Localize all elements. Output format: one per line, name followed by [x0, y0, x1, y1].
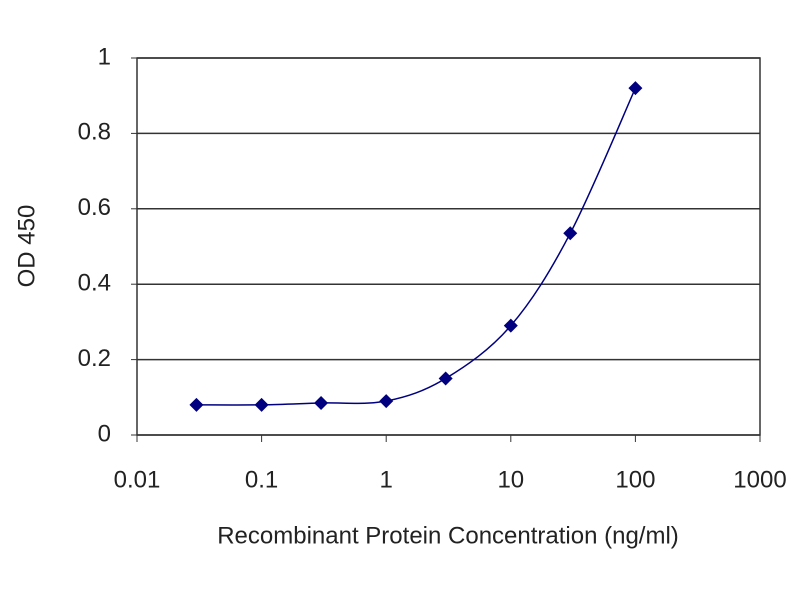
series-line [196, 87, 637, 406]
x-tick-label: 100 [615, 466, 655, 493]
data-point [628, 81, 643, 96]
x-tick-label: 0.1 [245, 466, 278, 493]
data-point [379, 394, 394, 409]
x-tick-label: 1 [380, 466, 393, 493]
data-point [503, 318, 518, 333]
y-axis-label: OD 450 [13, 205, 40, 288]
y-tick-label: 0.4 [78, 270, 111, 297]
x-axis-label: Recombinant Protein Concentration (ng/ml… [217, 522, 679, 549]
y-tick-label: 1 [98, 43, 111, 70]
x-tick-label: 0.01 [114, 466, 161, 493]
data-point [254, 397, 269, 412]
x-tick-label: 1000 [733, 466, 786, 493]
data-point [438, 371, 453, 386]
data-point [189, 397, 204, 412]
y-tick-label: 0 [98, 420, 111, 447]
y-tick-label: 0.6 [78, 194, 111, 221]
y-tick-label: 0.2 [78, 345, 111, 372]
data-point [314, 395, 329, 410]
plot-frame [136, 57, 761, 436]
x-tick-label: 10 [497, 466, 524, 493]
y-tick-label: 0.8 [78, 119, 111, 146]
data-point [563, 226, 578, 241]
